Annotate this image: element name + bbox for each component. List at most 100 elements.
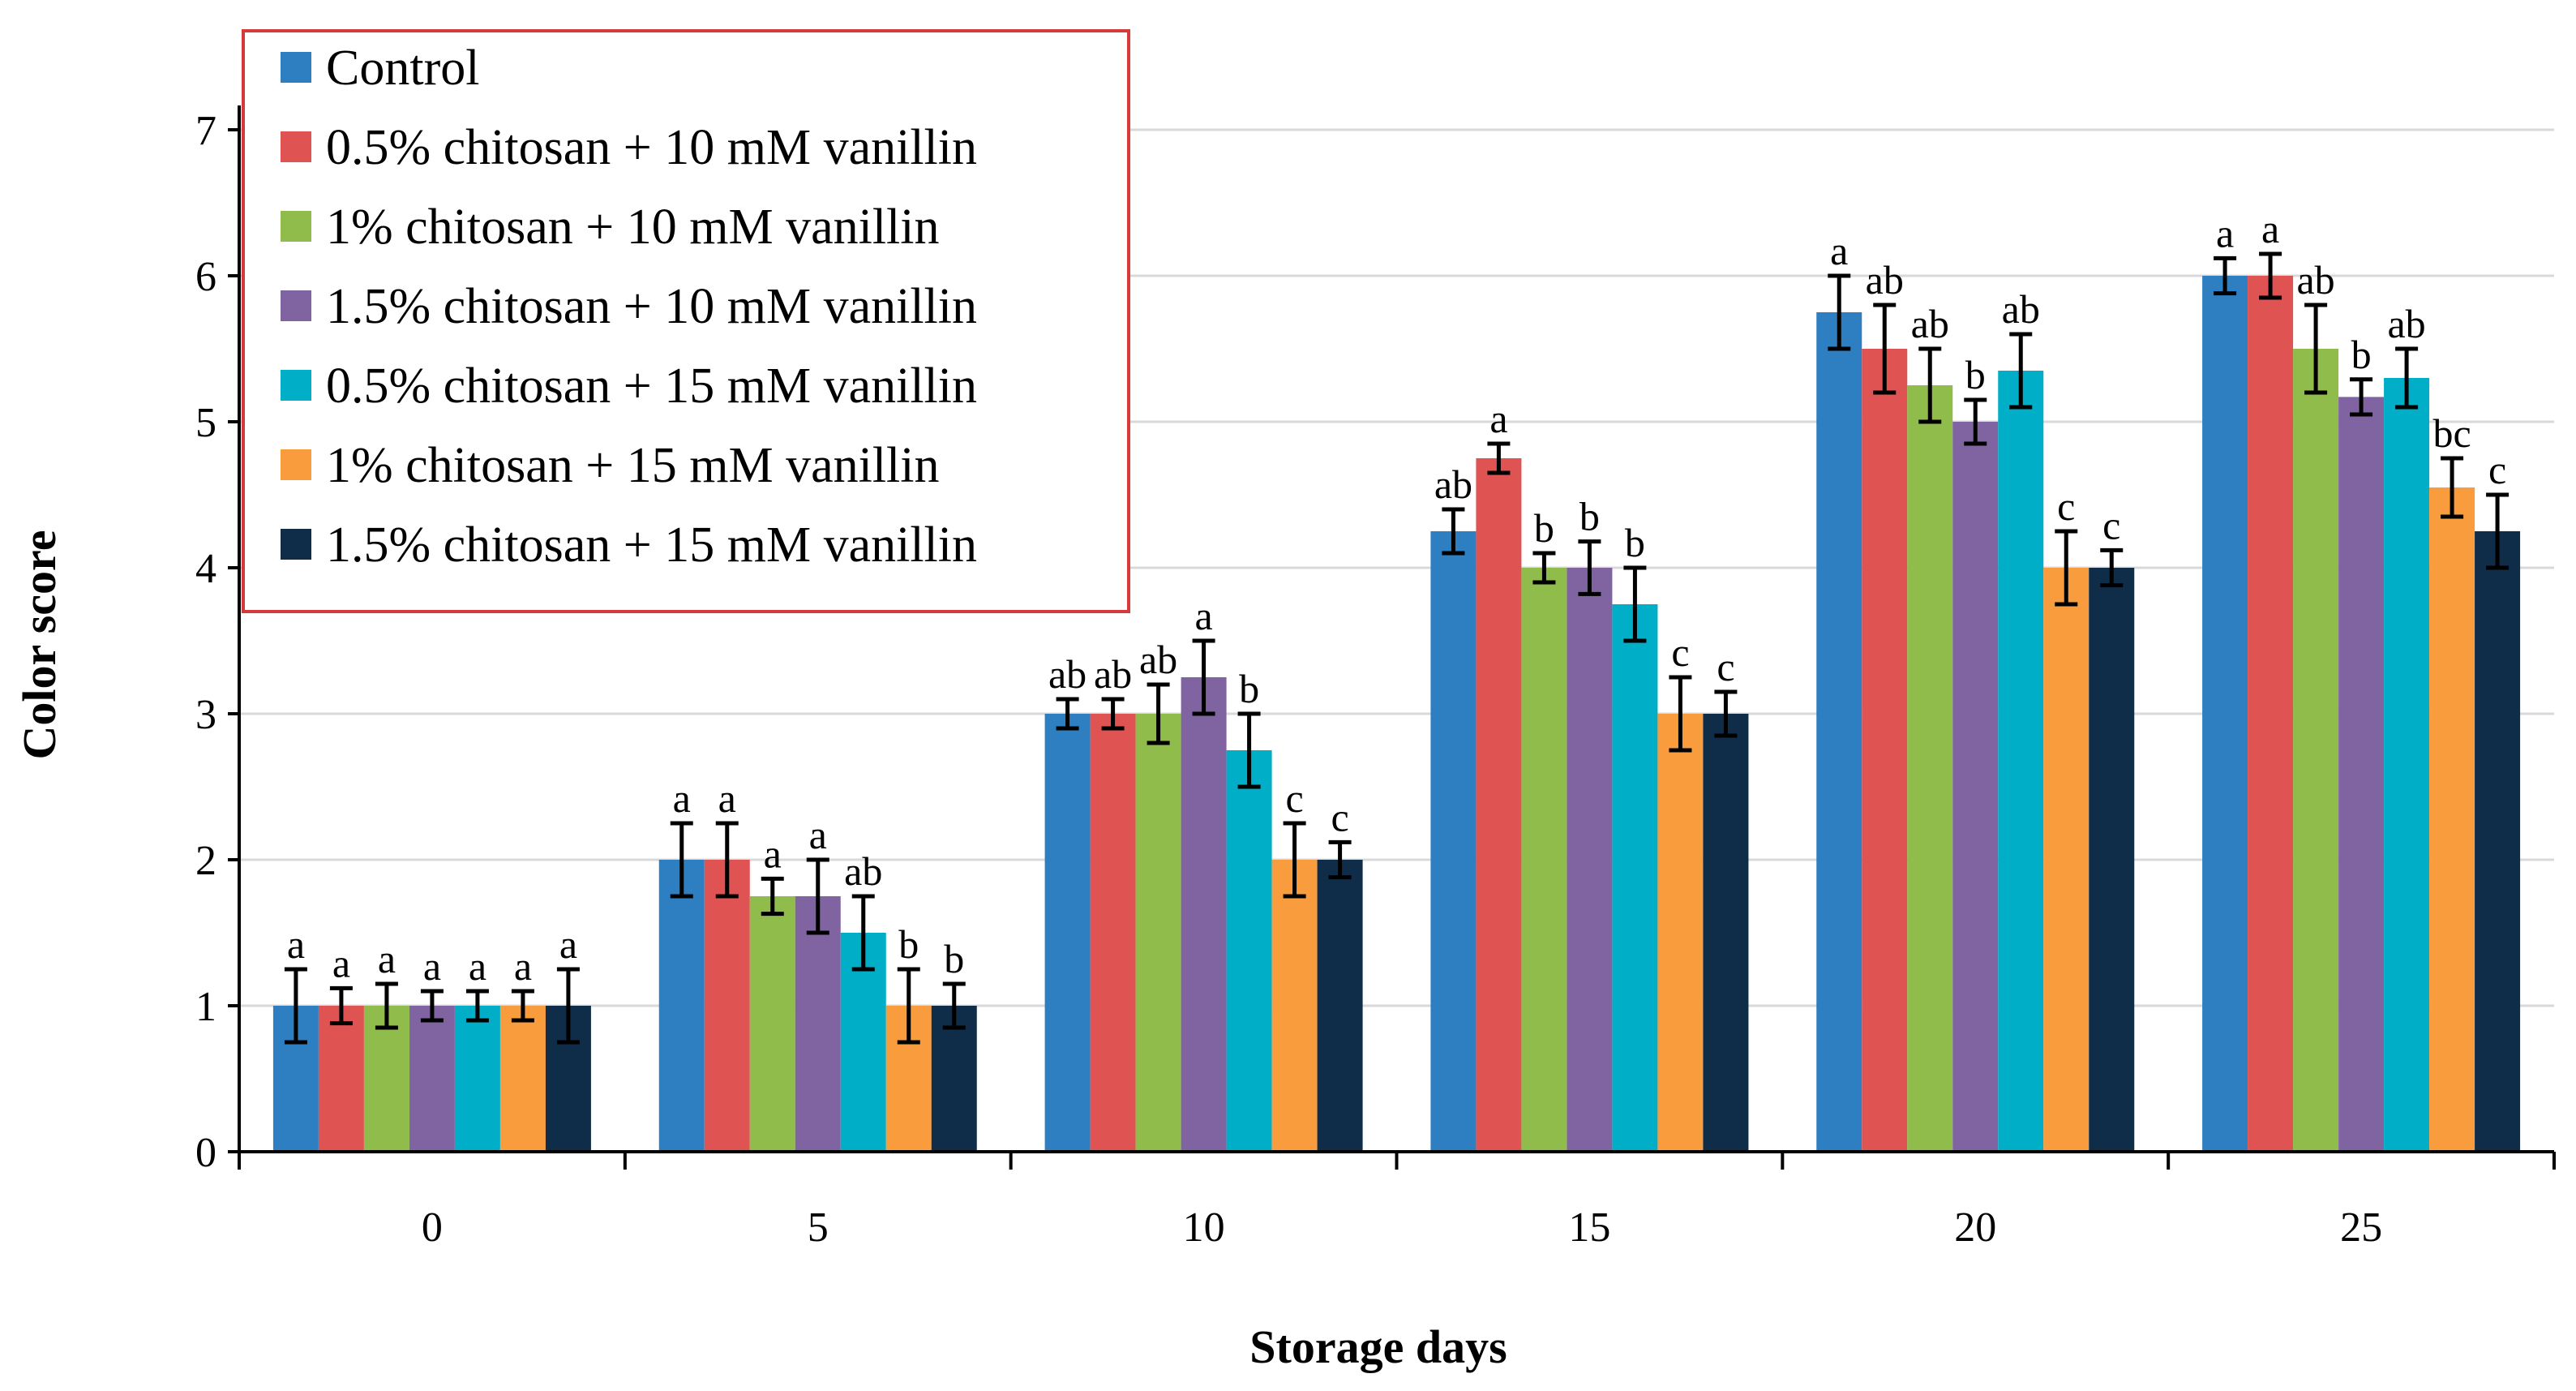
significance-label: c (2488, 447, 2506, 492)
bar (499, 1006, 546, 1152)
bar (1703, 714, 1749, 1152)
x-tick-label: 10 (1183, 1204, 1225, 1251)
significance-label: a (764, 831, 782, 876)
legend-swatch (281, 52, 311, 83)
bar (749, 896, 795, 1152)
y-tick-label: 4 (195, 546, 216, 592)
significance-label: b (1239, 666, 1259, 711)
bar (1952, 422, 1999, 1152)
significance-label: a (1830, 228, 1848, 273)
legend-box (242, 29, 1130, 613)
significance-label: c (2102, 502, 2120, 547)
bar (1044, 714, 1091, 1152)
significance-label: a (514, 943, 532, 989)
bar (1907, 385, 1953, 1152)
bar (2384, 378, 2430, 1152)
significance-label: a (2216, 210, 2234, 255)
bar (1135, 714, 1181, 1152)
significance-label: a (378, 936, 396, 981)
y-tick-label: 1 (195, 984, 216, 1030)
bar (704, 860, 750, 1152)
error-bars (284, 251, 2510, 1045)
significance-label: c (1331, 794, 1348, 839)
bar (1271, 860, 1318, 1152)
bar (2202, 276, 2248, 1152)
legend-entry: Control (326, 41, 479, 96)
significance-label: b (1534, 505, 1554, 551)
significance-label: bc (2432, 410, 2471, 456)
bar (1657, 714, 1704, 1152)
bar (1226, 750, 1272, 1152)
legend: Control 0.5% chitosan + 10 mM vanillin 1% … (242, 29, 1130, 613)
legend-entry: 1.5% chitosan + 10 mM vanillin (326, 279, 977, 334)
bar (363, 1006, 409, 1152)
bar (931, 1006, 977, 1152)
y-tick-label: 2 (195, 838, 216, 884)
significance-label: a (332, 940, 350, 985)
legend-swatch (281, 290, 311, 321)
significance-label: a (718, 775, 736, 821)
y-tick-label: 0 (195, 1130, 216, 1176)
y-axis-title: Color score (13, 530, 66, 760)
y-tick-label: 5 (195, 400, 216, 446)
significance-label: ab (2296, 257, 2334, 303)
significance-label: a (1194, 593, 1212, 638)
significance-label: ab (1866, 257, 1904, 303)
bar (1612, 604, 1658, 1152)
significance-label: a (423, 943, 441, 989)
bar (2338, 397, 2385, 1152)
legend-swatch (281, 449, 311, 480)
legend-entry: 0.5% chitosan + 15 mM vanillin (326, 358, 977, 414)
bar (1476, 458, 1522, 1152)
bar (658, 860, 705, 1152)
y-tick-label: 3 (195, 692, 216, 738)
bar (1090, 714, 1136, 1152)
significance-label: ab (1094, 651, 1132, 697)
bar (318, 1006, 364, 1152)
x-tick-label: 25 (2340, 1204, 2382, 1251)
bars (272, 276, 2521, 1152)
bar (2043, 568, 2090, 1152)
bar (454, 1006, 500, 1152)
significance-label: c (1671, 629, 1689, 675)
bar (2089, 568, 2135, 1152)
significance-label: a (559, 921, 577, 967)
bar (2293, 349, 2339, 1152)
x-tick-label: 0 (422, 1204, 443, 1251)
legend-swatch (281, 131, 311, 162)
axes: 0 1 2 3 4 5 6 7 0 5 10 15 20 25 (195, 105, 2556, 1251)
significance-label: b (1965, 352, 1986, 397)
legend-entry: 0.5% chitosan + 10 mM vanillin (326, 120, 977, 175)
significance-label: a (1489, 396, 1507, 441)
bar (1317, 860, 1363, 1152)
significance-label: b (1579, 494, 1600, 539)
significance-label: c (1717, 644, 1734, 689)
significance-label: a (673, 775, 691, 821)
significance-label: a (2261, 206, 2279, 251)
significance-label: ab (2002, 286, 2040, 332)
x-tick-label: 15 (1568, 1204, 1610, 1251)
significance-label: a (469, 943, 486, 989)
significance-label: ab (1434, 462, 1472, 507)
significance-label: b (898, 921, 919, 967)
legend-entry: 1% chitosan + 15 mM vanillin (326, 438, 940, 493)
significance-label: b (1625, 520, 1645, 565)
x-tick-label: 5 (808, 1204, 829, 1251)
legend-entry: 1.5% chitosan + 15 mM vanillin (326, 517, 977, 573)
bar (1521, 568, 1567, 1152)
bar (2475, 531, 2521, 1152)
bar (2429, 487, 2475, 1152)
legend-swatch (281, 529, 311, 560)
bar (1998, 371, 2044, 1152)
significance-label: b (2351, 332, 2372, 377)
significance-label: a (287, 921, 305, 967)
legend-swatch (281, 211, 311, 242)
bar (1181, 677, 1227, 1152)
bar (2248, 276, 2294, 1152)
significance-label: ab (1048, 651, 1087, 697)
bar (1430, 531, 1477, 1152)
significance-label: c (1285, 775, 1303, 821)
legend-entry: 1% chitosan + 10 mM vanillin (326, 200, 940, 255)
